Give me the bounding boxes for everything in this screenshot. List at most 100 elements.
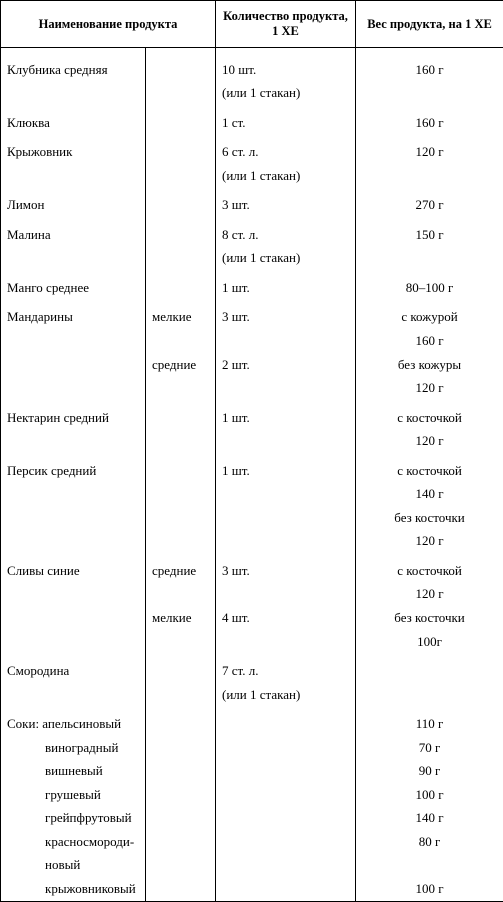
table-row: 100г xyxy=(1,630,503,654)
cell-qty: 3 шт. xyxy=(216,193,356,217)
cell-weight: 150 г xyxy=(356,223,503,247)
header-qty: Количество продукта, 1 ХЕ xyxy=(216,1,356,48)
table-row: средние2 шт.без кожуры xyxy=(1,353,503,377)
cell-qty: 1 шт. xyxy=(216,276,356,300)
table-row: Нектарин средний1 шт.с косточкой xyxy=(1,406,503,430)
juice-row: новый xyxy=(1,853,503,877)
juice-row: Соки: апельсиновый110 г xyxy=(1,712,503,736)
cell-name xyxy=(1,353,146,377)
cell-name: Мандарины xyxy=(1,305,146,329)
cell-weight: 270 г xyxy=(356,193,503,217)
table-row: 160 г xyxy=(1,329,503,353)
cell-weight: 100 г xyxy=(356,877,503,901)
cell-weight: 120 г xyxy=(356,529,503,553)
cell-name xyxy=(1,164,146,188)
cell-size xyxy=(146,659,216,683)
table-row: (или 1 стакан) xyxy=(1,81,503,105)
cell-size xyxy=(146,582,216,606)
cell-size xyxy=(146,329,216,353)
cell-qty: 2 шт. xyxy=(216,353,356,377)
cell-weight xyxy=(356,683,503,707)
table-row: 140 г xyxy=(1,482,503,506)
cell-name: Клубника средняя xyxy=(1,58,146,82)
cell-name xyxy=(1,683,146,707)
cell-weight xyxy=(356,659,503,683)
cell-qty xyxy=(216,853,356,877)
cell-size xyxy=(146,164,216,188)
table-row: Смородина7 ст. л. xyxy=(1,659,503,683)
cell-qty xyxy=(216,582,356,606)
cell-size: мелкие xyxy=(146,606,216,630)
cell-qty: 1 ст. xyxy=(216,111,356,135)
cell-name xyxy=(1,582,146,606)
cell-name: виноградный xyxy=(1,736,146,760)
cell-size xyxy=(146,140,216,164)
cell-qty xyxy=(216,830,356,854)
header-name: Наименование продукта xyxy=(1,1,216,48)
cell-size xyxy=(146,683,216,707)
cell-qty xyxy=(216,759,356,783)
table-row: Персик средний1 шт.с косточкой xyxy=(1,459,503,483)
cell-size xyxy=(146,783,216,807)
cell-qty xyxy=(216,329,356,353)
cell-name: Малина xyxy=(1,223,146,247)
cell-qty: 8 ст. л. xyxy=(216,223,356,247)
cell-name: Сливы синие xyxy=(1,559,146,583)
cell-name xyxy=(1,482,146,506)
cell-name xyxy=(1,630,146,654)
cell-weight: 80 г xyxy=(356,830,503,854)
cell-size xyxy=(146,81,216,105)
cell-name: вишневый xyxy=(1,759,146,783)
table-row: Лимон3 шт.270 г xyxy=(1,193,503,217)
table-row: Манго среднее1 шт.80–100 г xyxy=(1,276,503,300)
cell-size xyxy=(146,276,216,300)
cell-size: средние xyxy=(146,353,216,377)
cell-qty xyxy=(216,529,356,553)
cell-weight: с косточкой xyxy=(356,559,503,583)
cell-weight: с кожурой xyxy=(356,305,503,329)
cell-name xyxy=(1,429,146,453)
cell-name xyxy=(1,81,146,105)
cell-qty xyxy=(216,482,356,506)
cell-name: крыжовниковый xyxy=(1,877,146,901)
cell-weight: 70 г xyxy=(356,736,503,760)
cell-weight: с косточкой xyxy=(356,406,503,430)
cell-size xyxy=(146,246,216,270)
cell-size xyxy=(146,853,216,877)
cell-weight: 120 г xyxy=(356,376,503,400)
cell-name: грушевый xyxy=(1,783,146,807)
table-row: Малина 8 ст. л.150 г xyxy=(1,223,503,247)
cell-size xyxy=(146,111,216,135)
cell-name xyxy=(1,606,146,630)
spacer-row xyxy=(1,48,503,58)
header-row: Наименование продукта Количество продукт… xyxy=(1,1,503,48)
table-row: без косточки xyxy=(1,506,503,530)
cell-size xyxy=(146,223,216,247)
cell-size xyxy=(146,459,216,483)
juice-row: грушевый100 г xyxy=(1,783,503,807)
cell-name: Нектарин средний xyxy=(1,406,146,430)
cell-size xyxy=(146,712,216,736)
cell-name xyxy=(1,529,146,553)
cell-name: новый xyxy=(1,853,146,877)
table-row: 120 г xyxy=(1,429,503,453)
cell-qty xyxy=(216,806,356,830)
cell-name: Смородина xyxy=(1,659,146,683)
cell-qty xyxy=(216,736,356,760)
cell-size xyxy=(146,830,216,854)
cell-size: мелкие xyxy=(146,305,216,329)
cell-qty xyxy=(216,783,356,807)
cell-size xyxy=(146,506,216,530)
cell-weight xyxy=(356,246,503,270)
cell-name: красносмороди- xyxy=(1,830,146,854)
cell-name: Крыжовник xyxy=(1,140,146,164)
cell-size xyxy=(146,529,216,553)
cell-qty xyxy=(216,712,356,736)
cell-size xyxy=(146,630,216,654)
cell-size xyxy=(146,736,216,760)
nutrition-table: Наименование продукта Количество продукт… xyxy=(0,0,503,902)
cell-size xyxy=(146,58,216,82)
juice-row: вишневый90 г xyxy=(1,759,503,783)
cell-name xyxy=(1,246,146,270)
cell-qty: 3 шт. xyxy=(216,305,356,329)
